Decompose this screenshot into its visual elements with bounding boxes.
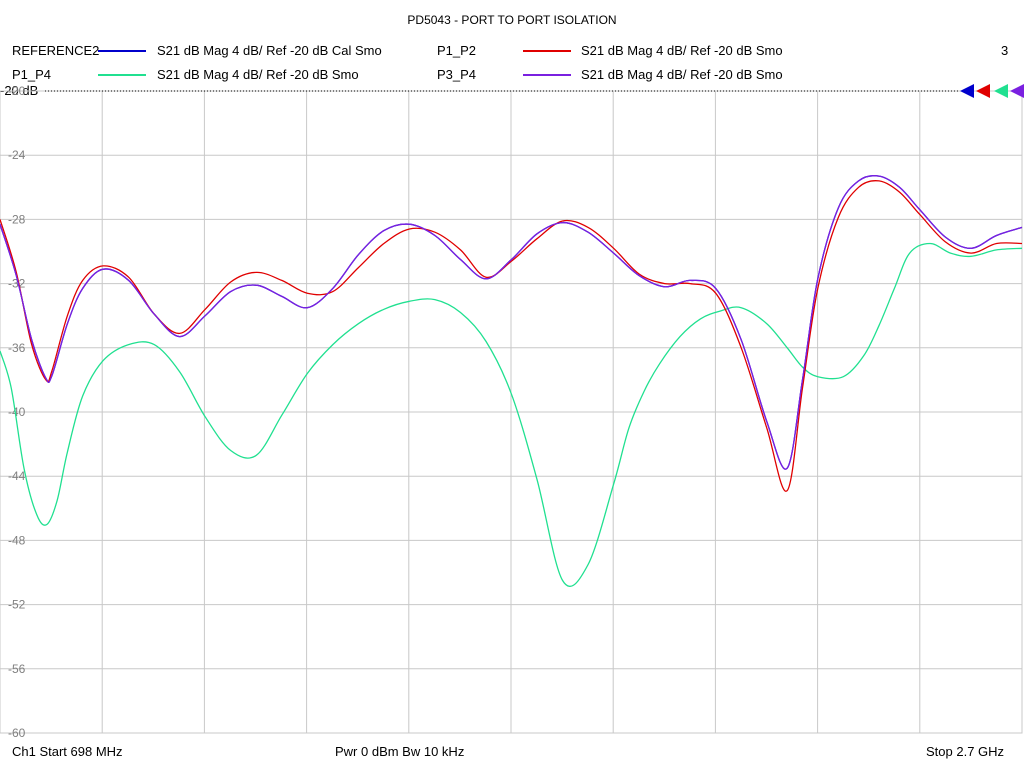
legend-swatch-p3-p4 [523,74,571,76]
trace-p3-p4 [0,174,1023,470]
y-tick-label: -48 [8,533,26,547]
footer-power: Pwr 0 dBm Bw 10 kHz [335,744,465,759]
y-tick-label: -24 [8,148,26,162]
legend-desc-p3-p4: S21 dB Mag 4 dB/ Ref -20 dB Smo [581,67,783,82]
trace-p1-p2 [0,180,1023,492]
legend-swatch-reference2 [98,50,146,52]
legend-desc-p1-p4: S21 dB Mag 4 dB/ Ref -20 dB Smo [157,67,359,82]
y-tick-label: -20 [8,84,26,98]
y-tick-labels: -20 -24 -28 -32 -36 -40 -44 -48 -52 -56 -60 [8,84,26,740]
legend-name-p1-p4: P1_P4 [12,67,52,82]
trace-count: 3 [1001,43,1009,58]
y-tick-label: -28 [8,212,26,226]
traces [0,174,1023,587]
reference-marker-icon [976,84,990,98]
trace-p1-p4 [0,242,1023,587]
reference-marker-icon [1010,84,1024,98]
y-tick-label: -44 [8,469,26,483]
legend-name-p3-p4: P3_P4 [437,67,477,82]
y-tick-label: -36 [8,341,26,355]
legend-name-reference2: REFERENCE2 [12,43,100,58]
reference-marker-icon [960,84,974,98]
y-tick-label: -32 [8,277,26,291]
y-tick-label: -52 [8,598,26,612]
reference-markers [960,84,1024,98]
footer-start: Ch1 Start 698 MHz [12,744,123,759]
y-tick-label: -40 [8,405,26,419]
chart-title: PD5043 - PORT TO PORT ISOLATION [407,13,617,27]
legend-swatch-p1-p2 [523,50,571,52]
y-tick-label: -56 [8,662,26,676]
legend-swatch-p1-p4 [98,74,146,76]
legend-desc-reference2: S21 dB Mag 4 dB/ Ref -20 dB Cal Smo [157,43,382,58]
footer-stop: Stop 2.7 GHz [926,744,1005,759]
reference-marker-icon [994,84,1008,98]
legend-name-p1-p2: P1_P2 [437,43,477,58]
grid-lines [0,90,1023,734]
legend-desc-p1-p2: S21 dB Mag 4 dB/ Ref -20 dB Smo [581,43,783,58]
y-tick-label: -60 [8,726,26,740]
